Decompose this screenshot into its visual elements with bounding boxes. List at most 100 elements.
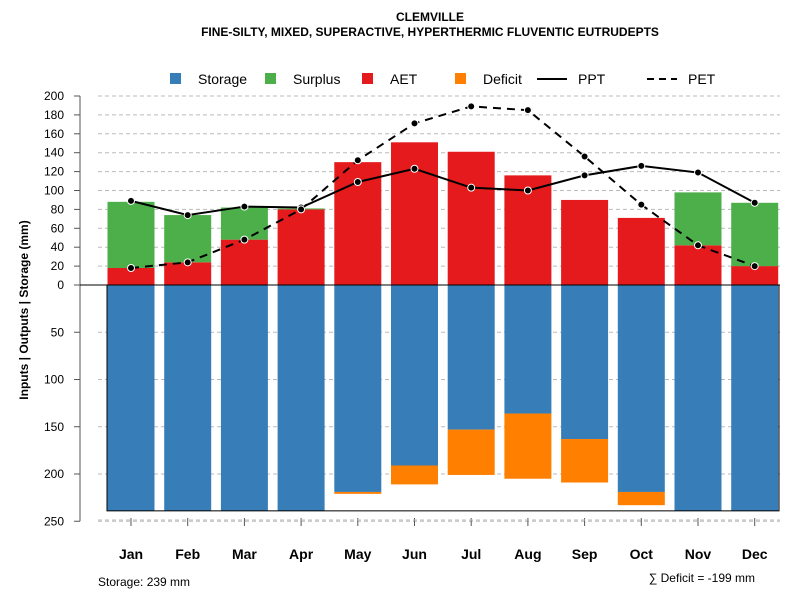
deficit-bar-sep <box>561 439 609 483</box>
surplus-bar-mar <box>220 207 268 240</box>
ppt-point <box>127 196 135 205</box>
x-tick-label: Jul <box>461 546 481 562</box>
ppt-point <box>750 198 759 207</box>
y-tick-label: 0 <box>57 278 64 292</box>
aet-bar-apr <box>277 209 325 285</box>
ppt-point <box>467 183 476 192</box>
aet-bar-sep <box>561 199 609 285</box>
storage-bar-dec <box>731 285 779 511</box>
surplus-bar-jan <box>107 201 155 268</box>
legend-label-aet: AET <box>390 71 418 87</box>
deficit-bar-jul <box>447 429 495 475</box>
chart-subtitle: FINE-SILTY, MIXED, SUPERACTIVE, HYPERTHE… <box>201 25 659 39</box>
x-tick-label: Aug <box>514 546 541 562</box>
ppt-point <box>637 161 646 170</box>
y-tick-label: 50 <box>51 325 65 339</box>
storage-bar-mar <box>220 285 268 511</box>
deficit-bar-oct <box>617 491 665 506</box>
y-tick-label: 160 <box>44 127 64 141</box>
y-axis-label: Inputs | Outputs | Storage (mm) <box>17 220 31 399</box>
deficit-bar-aug <box>504 413 552 479</box>
legend-swatch-surplus <box>265 73 276 84</box>
pet-point <box>240 235 249 244</box>
pet-point <box>750 262 759 271</box>
x-tick-label: Nov <box>685 546 712 562</box>
legend-label-deficit: Deficit <box>483 71 522 87</box>
x-tick-label: Dec <box>742 546 768 562</box>
y-tick-label: 150 <box>44 420 64 434</box>
pet-line <box>130 105 756 269</box>
y-tick-label: 100 <box>44 184 64 198</box>
pet-point <box>127 263 135 272</box>
storage-bar-oct <box>617 285 665 492</box>
y-tick-label: 40 <box>51 240 65 254</box>
y-tick-label: 120 <box>44 165 64 179</box>
storage-label: Storage: 239 mm <box>98 575 190 589</box>
x-tick-label: Apr <box>289 546 314 562</box>
surplus-bar-nov <box>674 192 722 246</box>
ppt-point <box>353 177 362 186</box>
y-tick-label: 200 <box>44 467 64 481</box>
pet-point <box>523 106 532 115</box>
deficit-bar-jun <box>391 465 438 485</box>
y-tick-label: 60 <box>51 221 65 235</box>
x-tick-label: May <box>344 546 371 562</box>
aet-bar-oct <box>617 217 665 285</box>
ppt-point <box>580 171 589 180</box>
pet-point <box>467 102 476 111</box>
legend-label-surplus: Surplus <box>293 71 340 87</box>
aet-bar-jul <box>447 151 495 285</box>
y-tick-label: 180 <box>44 108 64 122</box>
legend-label-ppt: PPT <box>578 71 606 87</box>
x-tick-label: Jan <box>119 546 143 562</box>
storage-bar-jan <box>107 285 155 511</box>
aet-bar-dec <box>731 266 779 285</box>
x-tick-label: Sep <box>572 546 598 562</box>
aet-bar-mar <box>220 239 268 285</box>
pet-point <box>637 200 646 209</box>
ppt-point <box>694 168 702 177</box>
aet-bar-jan <box>107 267 155 285</box>
legend-label-storage: Storage <box>198 71 247 87</box>
surplus-bar-feb <box>164 215 212 263</box>
legend-label-pet: PET <box>688 71 716 87</box>
y-tick-label: 200 <box>44 89 64 103</box>
x-tick-label: Feb <box>175 546 200 562</box>
legend-swatch-deficit <box>455 73 466 84</box>
ppt-point <box>240 202 249 211</box>
pet-point <box>410 119 419 128</box>
y-tick-label: 20 <box>51 259 65 273</box>
ppt-line <box>130 164 756 217</box>
x-tick-label: Oct <box>630 546 654 562</box>
storage-bar-nov <box>674 285 722 511</box>
storage-bar-sep <box>561 285 609 440</box>
surplus-bar-dec <box>731 202 779 267</box>
pet-point <box>353 156 362 165</box>
y-tick-label: 100 <box>44 373 64 387</box>
y-tick-label: 140 <box>44 146 64 160</box>
storage-bar-apr <box>277 285 325 511</box>
storage-bar-aug <box>504 285 552 414</box>
ppt-point <box>183 211 192 220</box>
ppt-point <box>523 186 532 195</box>
deficit-bar-may <box>334 491 382 494</box>
legend-swatch-aet <box>362 73 373 84</box>
storage-bar-may <box>334 285 382 492</box>
aet-bar-feb <box>164 262 212 285</box>
pet-point <box>183 258 192 267</box>
chart-title: CLEMVILLE <box>396 10 464 24</box>
pet-point <box>580 152 589 161</box>
legend-swatch-storage <box>170 73 181 84</box>
ppt-point <box>410 164 419 173</box>
aet-bar-jun <box>391 142 438 285</box>
storage-bar-jul <box>447 285 495 430</box>
y-tick-label: 80 <box>51 202 65 216</box>
pet-point <box>297 205 306 214</box>
pet-point <box>694 241 702 250</box>
x-tick-label: Jun <box>402 546 427 562</box>
deficit-total-label: ∑ Deficit = -199 mm <box>649 571 755 585</box>
y-tick-label: 250 <box>44 514 64 528</box>
x-tick-label: Mar <box>232 546 257 562</box>
